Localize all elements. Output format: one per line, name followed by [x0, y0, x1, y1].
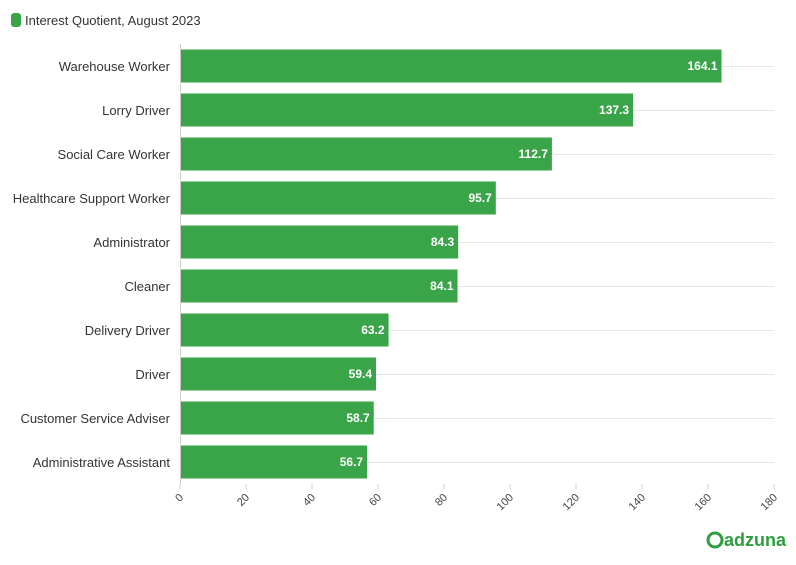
category-label: Lorry Driver [102, 103, 171, 118]
category-labels: Warehouse Worker Lorry Driver Social Care … [13, 59, 171, 470]
bar-value-label: 137.3 [599, 103, 629, 117]
bar[interactable] [181, 357, 377, 391]
category-label: Social Care Worker [58, 147, 171, 162]
category-label: Warehouse Worker [59, 59, 171, 74]
bar[interactable] [181, 225, 459, 259]
logo-mark-icon [706, 531, 724, 549]
logo-text: adzuna [724, 530, 787, 550]
category-label: Delivery Driver [85, 323, 171, 338]
bar-value-label: 59.4 [349, 367, 373, 381]
category-label: Administrative Assistant [33, 455, 171, 470]
x-tick-label: 100 [495, 492, 516, 513]
bar-value-label: 63.2 [361, 323, 385, 337]
x-tick-label: 160 [693, 492, 714, 513]
bar-value-label: 56.7 [340, 455, 364, 469]
bar-value-label: 112.7 [519, 147, 549, 161]
x-tick-label: 40 [301, 492, 318, 509]
x-tick-label: 80 [433, 492, 450, 509]
bar[interactable] [181, 401, 374, 435]
x-tick-label: 0 [173, 492, 186, 505]
category-label: Healthcare Support Worker [13, 191, 171, 206]
category-label: Cleaner [124, 279, 170, 294]
bar-value-label: 95.7 [468, 191, 492, 205]
x-tick-label: 120 [561, 492, 582, 513]
bars: 164.1 137.3 112.7 95.7 84.3 84.1 63.2 59.4 58.7 5… [181, 49, 722, 479]
category-label: Driver [135, 367, 170, 382]
bar[interactable] [181, 269, 458, 303]
legend[interactable]: Interest Quotient, August 2023 [11, 13, 201, 28]
bar[interactable] [181, 181, 496, 215]
x-tick-label: 60 [367, 492, 384, 509]
bar[interactable] [181, 313, 389, 347]
bar-value-label: 84.3 [431, 235, 455, 249]
category-label: Administrator [93, 235, 170, 250]
category-label: Customer Service Adviser [20, 411, 170, 426]
legend-label: Interest Quotient, August 2023 [25, 13, 201, 28]
bar-value-label: 84.1 [430, 279, 454, 293]
bar[interactable] [181, 93, 634, 127]
bar[interactable] [181, 445, 368, 479]
x-tick-label: 180 [759, 492, 780, 513]
bar-value-label: 164.1 [687, 59, 717, 73]
x-tick-label: 140 [627, 492, 648, 513]
legend-swatch [11, 13, 21, 27]
bar[interactable] [181, 49, 722, 83]
adzuna-logo[interactable]: adzuna [706, 530, 787, 550]
x-axis-ticks: 0 20 40 60 80 100 120 140 160 180 [173, 484, 780, 513]
bar[interactable] [181, 137, 552, 171]
x-tick-label: 20 [235, 492, 252, 509]
bar-value-label: 58.7 [346, 411, 370, 425]
